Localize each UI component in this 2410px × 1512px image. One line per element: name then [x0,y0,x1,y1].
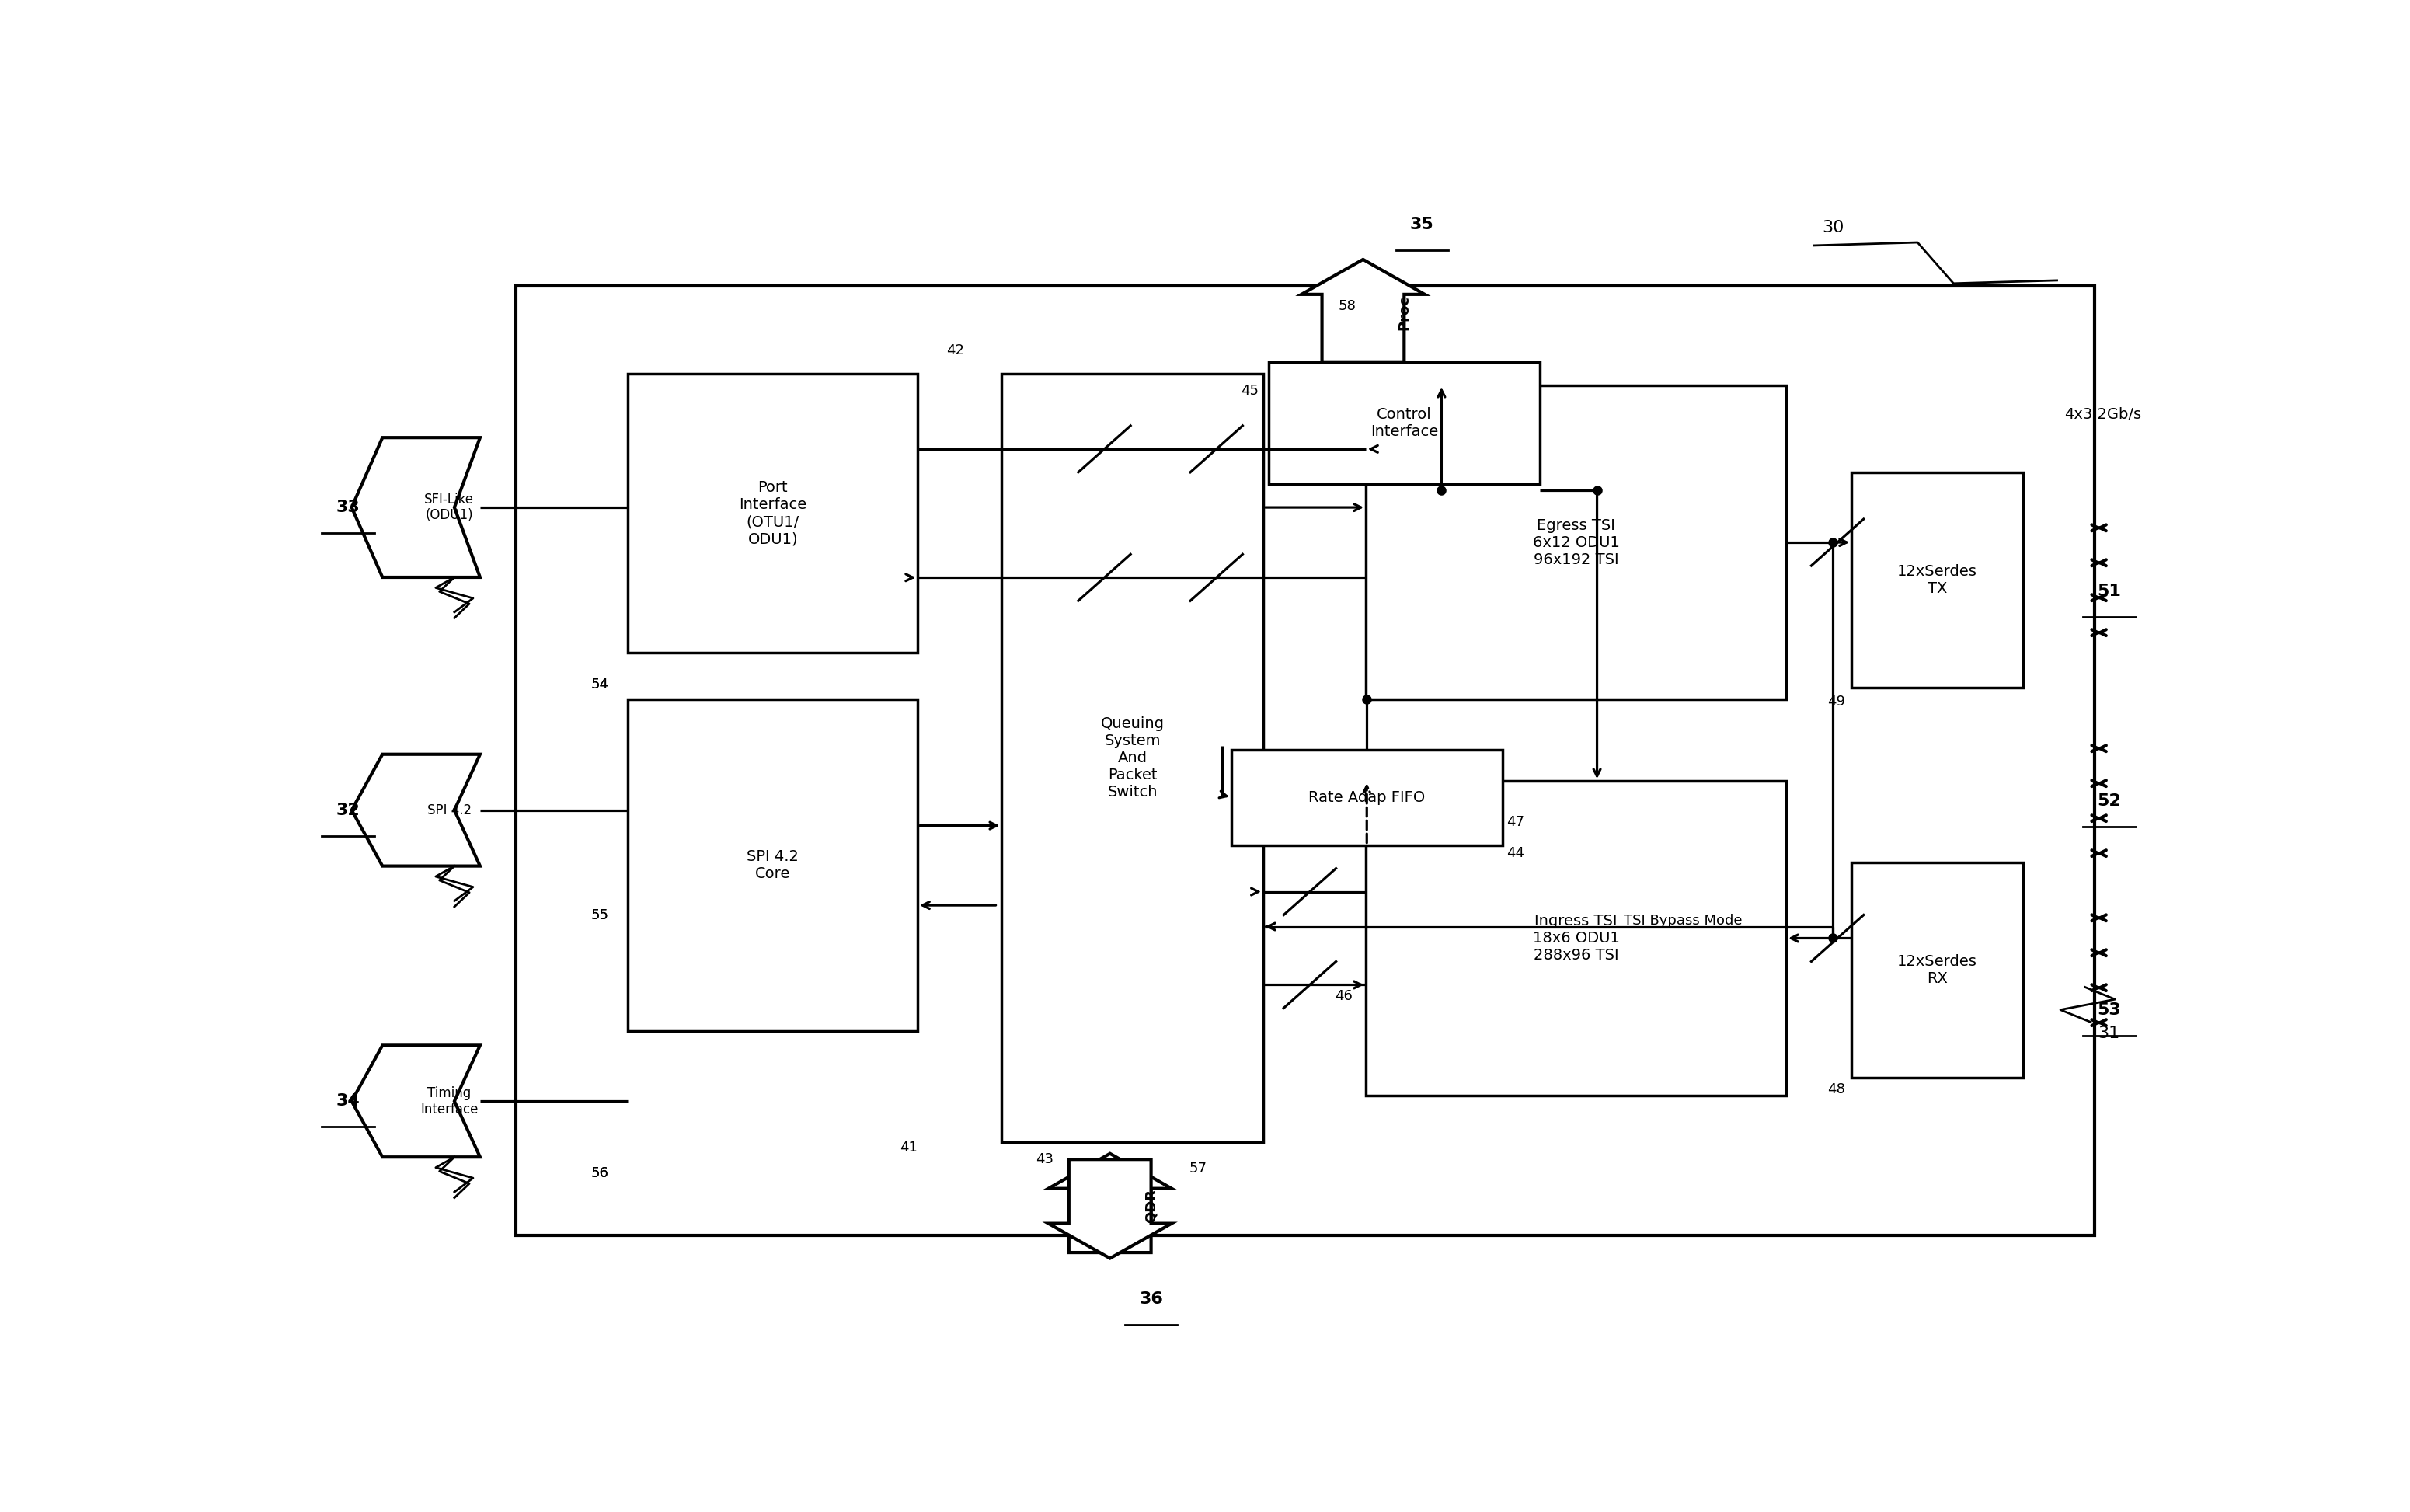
FancyBboxPatch shape [516,286,2094,1235]
Text: QDR: QDR [1145,1188,1159,1223]
Text: TSI Bypass Mode: TSI Bypass Mode [1624,913,1742,928]
Text: Egress TSI
6x12 ODU1
96x192 TSI: Egress TSI 6x12 ODU1 96x192 TSI [1533,519,1620,567]
Polygon shape [352,437,480,578]
FancyBboxPatch shape [1232,750,1501,845]
Text: 45: 45 [1241,384,1258,398]
Text: SFI-Like
(ODU1): SFI-Like (ODU1) [424,493,475,523]
Text: 49: 49 [1827,696,1846,709]
FancyBboxPatch shape [1366,782,1786,1095]
FancyArrow shape [1048,1160,1171,1258]
Text: 52: 52 [2097,794,2121,809]
Text: 34: 34 [335,1093,359,1108]
Polygon shape [352,1045,480,1157]
Text: 56: 56 [590,1166,610,1181]
FancyBboxPatch shape [1268,361,1540,484]
Text: 12xSerdes
TX: 12xSerdes TX [1897,564,1976,596]
Text: 35: 35 [1410,216,1434,233]
Text: 56: 56 [590,1166,610,1181]
Text: 47: 47 [1506,815,1523,829]
Text: 46: 46 [1335,989,1352,1004]
FancyArrow shape [1301,260,1424,361]
Text: 51: 51 [2097,584,2121,599]
Text: 41: 41 [899,1140,918,1155]
Text: Control
Interface: Control Interface [1371,407,1439,438]
Text: 43: 43 [1036,1152,1053,1166]
Text: 54: 54 [590,677,610,691]
Text: SPI 4.2
Core: SPI 4.2 Core [747,850,798,881]
Text: 30: 30 [1822,221,1844,236]
Text: 33: 33 [335,499,359,516]
Text: 31: 31 [2099,1027,2121,1042]
Text: Timing
Interface: Timing Interface [419,1086,477,1116]
Text: 48: 48 [1827,1083,1846,1096]
Text: 55: 55 [590,907,610,922]
Text: 4x3.2Gb/s: 4x3.2Gb/s [2063,407,2140,422]
Text: 32: 32 [335,803,359,818]
Text: 44: 44 [1506,847,1523,860]
Text: 53: 53 [2097,1002,2121,1018]
FancyArrow shape [1048,1154,1171,1252]
Text: 42: 42 [947,343,964,357]
Text: Rate Adap FIFO: Rate Adap FIFO [1309,789,1424,804]
Polygon shape [352,754,480,866]
Text: Proc: Proc [1398,295,1412,330]
Text: 57: 57 [1188,1161,1207,1176]
FancyBboxPatch shape [629,700,918,1031]
FancyBboxPatch shape [1851,472,2024,688]
Text: SPI 4.2: SPI 4.2 [427,803,472,816]
Text: 58: 58 [1338,299,1357,313]
Text: Queuing
System
And
Packet
Switch: Queuing System And Packet Switch [1101,717,1164,800]
Text: Ingress TSI
18x6 ODU1
288x96 TSI: Ingress TSI 18x6 ODU1 288x96 TSI [1533,913,1620,963]
FancyBboxPatch shape [1003,373,1263,1142]
Text: 36: 36 [1140,1291,1164,1306]
Text: 54: 54 [590,677,610,691]
Text: 55: 55 [590,907,610,922]
Text: 12xSerdes
RX: 12xSerdes RX [1897,954,1976,986]
FancyBboxPatch shape [629,373,918,653]
FancyBboxPatch shape [1366,386,1786,700]
FancyBboxPatch shape [1851,862,2024,1078]
Text: Port
Interface
(OTU1/
ODU1): Port Interface (OTU1/ ODU1) [740,481,807,546]
